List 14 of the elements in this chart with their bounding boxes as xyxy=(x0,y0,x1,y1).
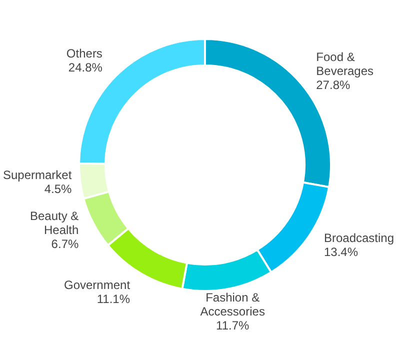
data-label: 6.7% xyxy=(51,237,79,252)
data-label: 27.8% xyxy=(316,78,350,92)
data-label: 4.5% xyxy=(44,182,72,196)
data-label: 11.1% xyxy=(96,292,130,306)
data-label: 13.4% xyxy=(324,245,358,260)
slice-label: Food & Beverages xyxy=(316,50,374,78)
slice-label: Government xyxy=(64,278,131,292)
data-label: 11.7% xyxy=(216,318,250,333)
slice-label: Others xyxy=(66,46,102,60)
slice-label: Beauty & Health xyxy=(30,209,79,238)
data-label: 24.8% xyxy=(68,60,103,74)
slice-label: Fashion & Accessories xyxy=(200,290,265,319)
slice-label: Supermarket xyxy=(2,168,72,182)
slice-label: Broadcasting xyxy=(324,231,394,246)
